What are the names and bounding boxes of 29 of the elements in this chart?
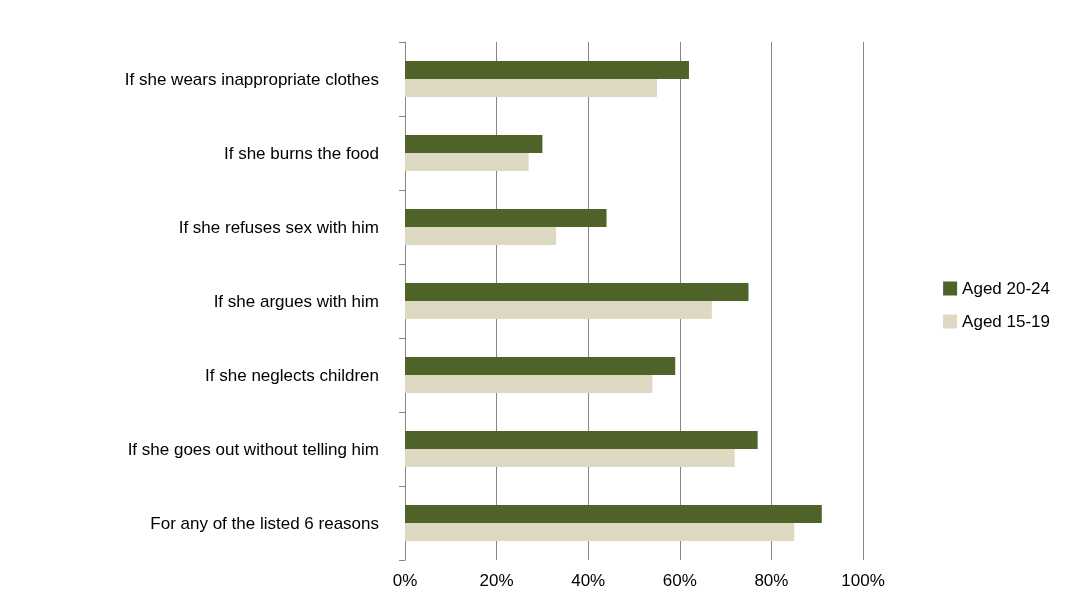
x-tick-label: 80% [754, 571, 789, 590]
bar [405, 357, 676, 375]
bar [405, 61, 689, 79]
bar [405, 431, 758, 449]
y-tick-label: If she argues with him [213, 291, 379, 311]
bar [405, 375, 653, 393]
bar [405, 449, 735, 467]
bar [405, 209, 607, 227]
legend-label: Aged 20-24 [962, 279, 1050, 298]
bar [405, 283, 749, 301]
y-tick-label: If she wears inappropriate clothes [124, 69, 379, 89]
bar [405, 135, 543, 153]
x-tick-label: 100% [841, 571, 885, 590]
bar [405, 301, 712, 319]
bar [405, 523, 795, 541]
legend-label: Aged 15-19 [962, 312, 1050, 331]
y-tick-label: If she refuses sex with him [178, 217, 379, 237]
x-tick-label: 60% [662, 571, 697, 590]
y-tick-label: If she neglects children [205, 365, 379, 385]
bar [405, 227, 557, 245]
x-tick-label: 0% [392, 571, 418, 590]
bar [405, 79, 657, 97]
bar [405, 505, 822, 523]
y-tick-label: If she goes out without telling him [127, 439, 379, 459]
bar [405, 153, 529, 171]
x-tick-label: 40% [571, 571, 606, 590]
y-tick-label: For any of the listed 6 reasons [150, 513, 379, 533]
y-tick-label: If she burns the food [224, 143, 379, 163]
x-tick-label: 20% [479, 571, 514, 590]
